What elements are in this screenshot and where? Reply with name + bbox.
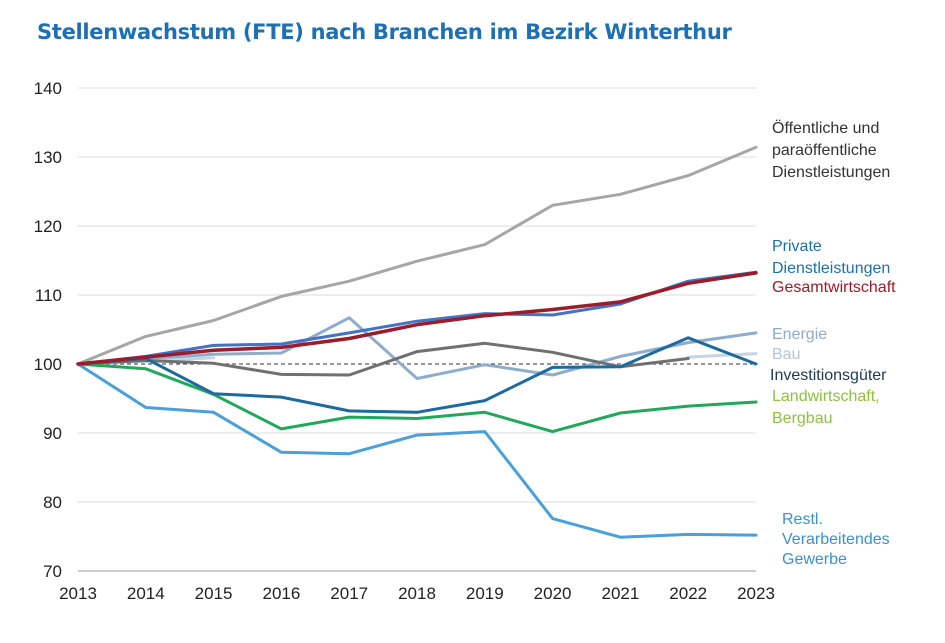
- y-tick-label: 130: [34, 148, 62, 167]
- x-tick-label: 2016: [262, 584, 300, 603]
- series-label: Energie: [772, 326, 827, 343]
- x-tick-label: 2022: [669, 584, 707, 603]
- gridlines: [78, 87, 756, 572]
- y-tick-label: 110: [35, 286, 62, 305]
- series-line: [76, 336, 758, 414]
- series-line: [76, 271, 758, 366]
- y-tick-label: 140: [34, 79, 62, 98]
- x-tick-label: 2019: [466, 584, 504, 603]
- series-line: [76, 362, 758, 539]
- x-tick-label: 2017: [330, 584, 368, 603]
- series-lines: [76, 145, 758, 539]
- x-tick-label: 2020: [534, 584, 572, 603]
- x-axis-ticks: 2013 2014 2015 2016 2017 2018 2019 2020 2021 2022…: [59, 584, 775, 603]
- series-line: [76, 316, 758, 380]
- series-labels: Öffentliche und paraöffentliche Dienstleis…: [770, 119, 896, 568]
- series-label: Gewerbe: [782, 551, 847, 568]
- x-tick-label: 2015: [195, 584, 233, 603]
- series-label: Öffentliche und: [772, 119, 879, 137]
- series-label: Dienstleistungen: [772, 260, 890, 277]
- x-tick-label: 2021: [601, 584, 639, 603]
- series-line: [76, 341, 690, 377]
- series-label: Private: [772, 238, 822, 255]
- y-tick-label: 100: [34, 355, 62, 374]
- y-tick-label: 90: [43, 424, 62, 443]
- series-label: paraöffentliche: [772, 142, 877, 159]
- y-tick-label: 70: [43, 562, 62, 581]
- x-tick-label: 2013: [59, 584, 97, 603]
- series-line: [76, 145, 758, 366]
- series-label: Investitionsgüter: [770, 367, 887, 384]
- x-tick-label: 2023: [737, 584, 775, 603]
- series-label: Bau: [772, 346, 800, 363]
- series-line: [686, 352, 758, 359]
- series-label: Verarbeitendes: [782, 531, 890, 548]
- chart-title: Stellenwachstum (FTE) nach Branchen im B…: [37, 20, 732, 44]
- y-tick-label: 120: [34, 217, 62, 236]
- x-tick-label: 2018: [398, 584, 436, 603]
- series-label: Restl.: [782, 511, 823, 528]
- x-tick-label: 2014: [127, 584, 165, 603]
- series-label: Bergbau: [772, 410, 833, 427]
- series-line: [76, 362, 758, 434]
- y-tick-label: 80: [43, 493, 62, 512]
- series-label: Gesamtwirtschaft: [772, 279, 896, 296]
- y-axis-ticks: 70 80 90 100 110 120 130 140: [34, 79, 62, 581]
- series-label: Landwirtschaft,: [772, 388, 880, 405]
- series-label: Dienstleistungen: [772, 164, 890, 181]
